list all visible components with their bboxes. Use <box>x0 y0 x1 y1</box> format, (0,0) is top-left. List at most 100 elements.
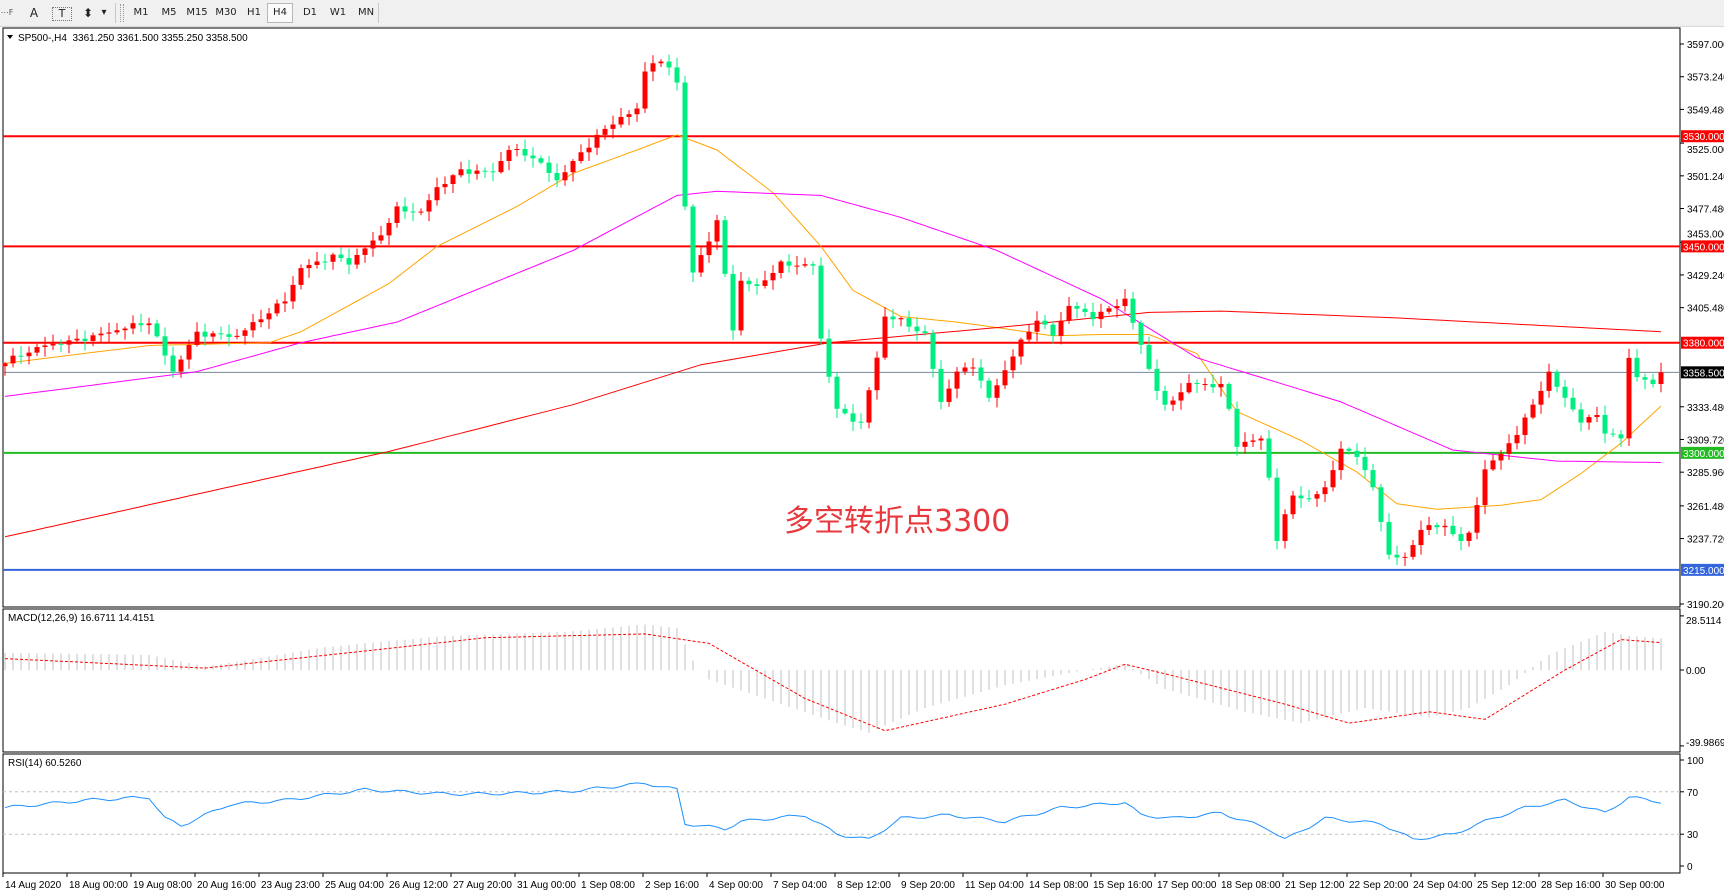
candle-body <box>1298 495 1304 499</box>
text-label-icon[interactable]: T <box>52 7 72 21</box>
candle-body <box>538 158 544 163</box>
candle-body <box>946 388 952 402</box>
candle <box>50 334 56 351</box>
candle-body <box>418 211 424 213</box>
date-label: 15 Sep 16:00 <box>1093 880 1153 891</box>
candle-body <box>1146 344 1152 369</box>
price-tick-label: 3501.240 <box>1687 172 1724 183</box>
candle-body <box>426 200 432 212</box>
timeframe-d1[interactable]: D1 <box>302 7 318 18</box>
current-price-label-bg <box>1681 366 1724 379</box>
candle <box>338 247 344 262</box>
level-label-3450-bg <box>1681 240 1724 253</box>
candle <box>834 371 840 419</box>
candle <box>442 176 448 195</box>
candle <box>1314 491 1320 507</box>
candle-body <box>602 128 608 135</box>
candle <box>914 317 920 341</box>
dropdown-icon[interactable]: ▾ <box>101 7 107 18</box>
candle-body <box>562 172 568 181</box>
price-tick-label: 3477.480 <box>1687 205 1724 216</box>
candle <box>186 339 192 369</box>
candle <box>98 327 104 343</box>
text-icon[interactable]: A <box>29 6 39 20</box>
candle-body <box>506 149 512 162</box>
candle <box>258 309 264 328</box>
price-tick-label: 3237.720 <box>1687 535 1724 546</box>
candle-body <box>194 331 200 346</box>
candle <box>330 252 336 270</box>
candle-body <box>34 347 40 353</box>
candle <box>66 335 72 354</box>
candle <box>1434 522 1440 535</box>
toolbar-separator <box>378 3 379 23</box>
candle <box>90 332 96 347</box>
candle-body <box>498 161 504 173</box>
candle-body <box>1442 525 1448 528</box>
timeframe-h1[interactable]: H1 <box>247 7 261 18</box>
candle-body <box>98 333 104 336</box>
candle <box>290 276 296 310</box>
candle <box>1642 373 1648 390</box>
candle-body <box>106 332 112 334</box>
candle-body <box>42 345 48 348</box>
date-label: 18 Aug 00:00 <box>69 880 128 891</box>
candle-body <box>10 355 16 364</box>
candle <box>722 216 728 278</box>
candle-body <box>1218 384 1224 388</box>
date-label: 21 Sep 12:00 <box>1285 880 1345 891</box>
candle <box>602 125 608 140</box>
candle-body <box>482 170 488 172</box>
timeframe-m30[interactable]: M30 <box>215 7 237 18</box>
collapse-triangle-icon[interactable] <box>7 35 13 39</box>
candle <box>106 322 112 343</box>
candle <box>1602 405 1608 444</box>
candle <box>882 306 888 360</box>
macd-axis-label: -39.9869 <box>1686 738 1724 749</box>
timeframe-m15[interactable]: M15 <box>186 7 208 18</box>
grid-icon[interactable]: ⋯F <box>0 8 14 17</box>
level-label-3380: 3380.000 <box>1683 339 1724 350</box>
candle <box>1530 399 1536 420</box>
price-tick-label: 3549.480 <box>1687 105 1724 116</box>
price-tick-label: 3261.480 <box>1687 502 1724 513</box>
candle-body <box>1058 320 1064 336</box>
candle-body <box>1106 308 1112 312</box>
timeframe-h4[interactable]: H4 <box>267 3 293 23</box>
candle-body <box>58 343 64 345</box>
candle <box>1186 374 1192 394</box>
candle <box>498 151 504 174</box>
date-label: 23 Aug 23:00 <box>261 880 320 891</box>
timeframe-m5[interactable]: M5 <box>161 7 177 18</box>
toolbar: ⋯F A T ⬍ ▾ M1 M5 M15 M30 H1 H4 D1 W1 MN <box>0 0 1724 27</box>
level-label-3215: 3215.000 <box>1683 566 1724 577</box>
candle <box>978 359 984 389</box>
candle-body <box>1394 554 1400 558</box>
candle <box>714 214 720 250</box>
candle-body <box>930 333 936 369</box>
arrows-icon[interactable]: ⬍ <box>82 6 94 20</box>
candle-body <box>578 152 584 162</box>
candle-body <box>1162 390 1168 405</box>
candle-body <box>1306 498 1312 500</box>
candle <box>1050 320 1056 344</box>
candle-body <box>258 319 264 323</box>
candle <box>578 144 584 164</box>
timeframe-w1[interactable]: W1 <box>329 7 347 18</box>
timeframe-m1[interactable]: M1 <box>133 7 149 18</box>
candle-body <box>610 124 616 129</box>
candle-body <box>674 67 680 83</box>
toolbar-grip[interactable] <box>120 4 124 22</box>
candle-body <box>554 172 560 181</box>
candle-body <box>90 335 96 341</box>
candle-body <box>1602 415 1608 434</box>
candle <box>1226 382 1232 412</box>
candle <box>1282 509 1288 549</box>
price-tick-label: 3190.200 <box>1687 600 1724 611</box>
axes: 3597.000 3573.240 3549.480 3525.000 3501.240… <box>2 40 1724 891</box>
candle-body <box>1274 477 1280 541</box>
price-tick-label: 3573.240 <box>1687 73 1724 84</box>
rsi-panel <box>2 753 1681 874</box>
timeframe-mn[interactable]: MN <box>357 7 375 18</box>
